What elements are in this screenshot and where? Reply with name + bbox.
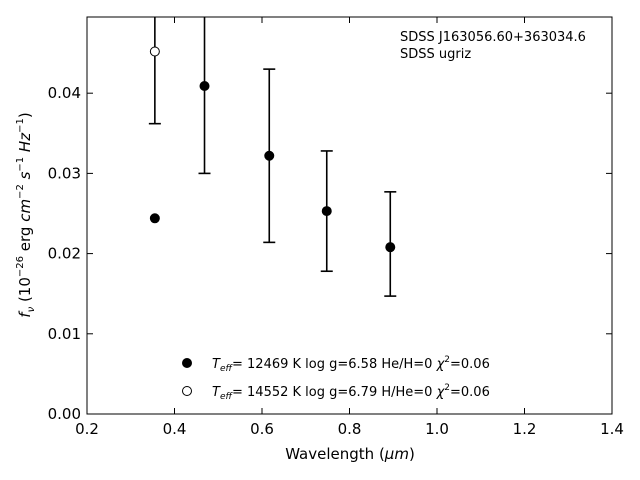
y-label-exp3: −1 <box>15 157 26 172</box>
legend-1-tail: =0.06 <box>450 357 490 372</box>
legend-marker-open <box>182 386 192 396</box>
y-tick-label: 0.00 <box>48 405 81 423</box>
legend-marker-filled <box>182 358 192 368</box>
x-axis-label-main: Wavelength ( <box>285 445 385 463</box>
y-label-exp4: −1 <box>15 118 26 133</box>
x-tick-label: 0.8 <box>338 420 362 438</box>
legend-2-chi: χ <box>436 385 446 400</box>
model-point-filled <box>385 242 396 253</box>
legend: Teff= 12469 K log g=6.58 He/H=0 χ2=0.06 … <box>182 355 490 402</box>
annotation-line-2: SDSS ugriz <box>400 47 471 62</box>
legend-label-1: Teff= 12469 K log g=6.58 He/H=0 χ2=0.06 <box>212 355 490 374</box>
annotation-line-1: SDSS J163056.60+363034.6 <box>400 30 586 45</box>
legend-2-sub: eff <box>220 392 234 402</box>
plot-area <box>86 16 613 415</box>
legend-1-sub: eff <box>220 364 234 374</box>
y-axis: 0.00 0.01 0.02 0.03 0.04 <box>48 84 612 423</box>
y-tick-label: 0.02 <box>48 245 81 263</box>
legend-1-rest: = 12469 K log g=6.58 He/H=0 <box>232 357 437 372</box>
y-tick-label: 0.01 <box>48 325 81 343</box>
x-axis: 0.2 0.4 0.6 0.8 1.0 1.2 1.4 <box>75 17 624 438</box>
y-tick-label: 0.03 <box>48 164 81 182</box>
y-label-exp2: −2 <box>15 184 26 199</box>
legend-2-rest: = 14552 K log g=6.79 H/He=0 <box>232 385 437 400</box>
model-point-open <box>149 46 160 57</box>
y-label-exp1: −26 <box>15 256 26 277</box>
legend-1-T: T <box>212 357 221 372</box>
legend-2-tail: =0.06 <box>450 385 490 400</box>
plot-marks <box>148 17 397 297</box>
legend-label-2: Teff= 14552 K log g=6.79 H/He=0 χ2=0.06 <box>212 383 490 402</box>
x-tick-label: 0.6 <box>250 420 274 438</box>
y-label-nu: ν <box>26 306 37 312</box>
legend-1-chi-exp: 2 <box>444 355 450 365</box>
model-point-filled <box>264 150 275 161</box>
y-label-hz: Hz <box>16 132 34 157</box>
legend-2-T: T <box>212 385 221 400</box>
x-axis-label-close: ) <box>409 445 415 463</box>
model-point-filled <box>321 206 332 217</box>
x-tick-label: 1.4 <box>600 420 624 438</box>
model-point-filled <box>199 80 210 91</box>
x-tick-label: 0.4 <box>163 420 187 438</box>
y-label-s: s <box>16 171 34 184</box>
x-tick-label: 0.2 <box>75 420 99 438</box>
y-label-mid1: (10 <box>16 277 34 307</box>
x-tick-label: 1.0 <box>425 420 449 438</box>
y-axis-label: fν (10−26 erg cm−2 s−1 Hz−1) <box>15 112 37 317</box>
y-tick-label: 0.04 <box>48 84 81 102</box>
y-label-mid2: erg <box>16 222 34 256</box>
y-label-close: ) <box>16 112 34 118</box>
y-label-f: f <box>16 310 34 318</box>
model-point-filled <box>149 213 160 224</box>
x-axis-label-unit: μm <box>384 445 409 463</box>
x-axis-label: Wavelength (μm) <box>285 445 415 463</box>
legend-1-chi: χ <box>436 357 446 372</box>
y-label-cm: cm <box>16 199 34 222</box>
x-tick-label: 1.2 <box>513 420 537 438</box>
legend-2-chi-exp: 2 <box>444 383 450 393</box>
